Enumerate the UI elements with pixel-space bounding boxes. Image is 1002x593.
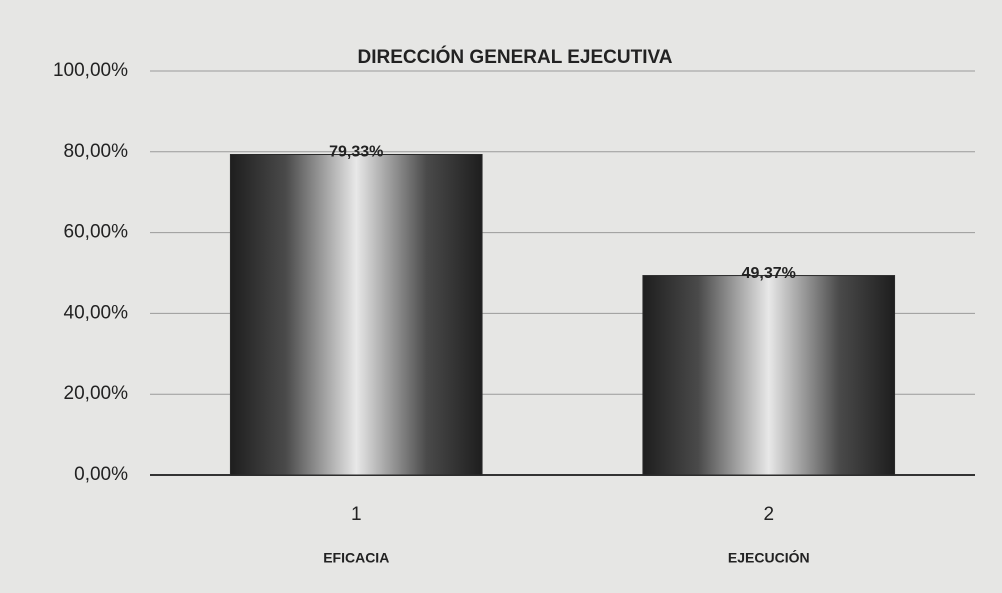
y-tick-label: 80,00%	[64, 141, 129, 162]
value-label: 49,37%	[742, 265, 796, 282]
chart-title: DIRECCIÓN GENERAL EJECUTIVA	[358, 46, 673, 68]
y-tick-label: 40,00%	[64, 302, 129, 323]
x-tick-label: 1	[351, 504, 362, 525]
category-description: EFICACIA	[323, 550, 389, 566]
y-tick-label: 0,00%	[74, 464, 128, 485]
y-tick-label: 20,00%	[64, 383, 129, 404]
bar	[229, 154, 483, 476]
bar	[642, 275, 896, 476]
x-tick-label: 2	[763, 504, 774, 525]
category-description: EJECUCIÓN	[728, 549, 810, 566]
value-label: 79,33%	[329, 144, 383, 161]
y-tick-label: 100,00%	[53, 60, 128, 81]
y-tick-label: 60,00%	[64, 222, 129, 243]
